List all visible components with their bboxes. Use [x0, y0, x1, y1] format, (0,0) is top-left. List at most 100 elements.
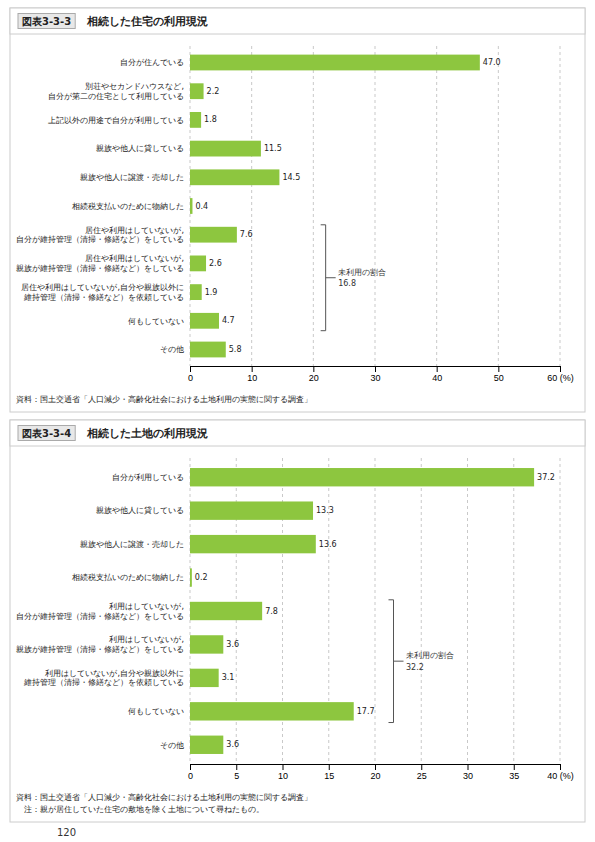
category-label: 別荘やセカンドハウスなど,自分が第二の住宅として利用している: [48, 82, 184, 101]
data-label: 47.0: [483, 58, 501, 67]
data-label: 2.6: [209, 259, 222, 268]
tick-label: 20: [309, 373, 319, 383]
tick-mark: [375, 764, 376, 770]
category-label: 親族や他人に貸している: [96, 506, 184, 515]
data-label: 1.9: [205, 288, 218, 297]
grid-line: [513, 458, 514, 764]
bracket-value: 32.2: [406, 663, 424, 672]
grid-line: [375, 458, 376, 764]
chart: 図表3-3-4相続した土地の利用現況37.213.313.60.27.83.63…: [10, 420, 585, 822]
tick-label: 35: [509, 771, 519, 781]
title-box: 図表3-3-4: [18, 426, 75, 441]
data-label: 13.3: [316, 506, 334, 515]
tick: 30: [370, 366, 380, 383]
category-label: 利用はしていないが,自分が維持管理（清掃・修繕など）をしている: [16, 602, 184, 621]
bar: [190, 256, 206, 272]
tick-label: 10: [278, 771, 288, 781]
tick: 40: [432, 366, 442, 383]
tick-mark: [560, 366, 561, 372]
tick-label: 60 (%): [547, 373, 574, 383]
bracket-value: 16.8: [338, 279, 356, 288]
tick-mark: [421, 764, 422, 770]
chart: 図表3-3-3相続した住宅の利用現況47.02.21.811.514.50.47…: [10, 8, 585, 412]
bar: [190, 169, 279, 185]
category-label: 自分が住んでいる: [120, 58, 184, 67]
tick: 40 (%): [547, 764, 574, 781]
data-label: 3.6: [226, 640, 239, 649]
tick-label: 15: [324, 771, 334, 781]
data-label: 14.5: [282, 173, 300, 182]
data-label: 7.6: [240, 230, 253, 239]
tick: 60 (%): [547, 366, 574, 383]
note: 資料：国土交通省「人口減少・高齢化社会における土地利用の実態に関する調査」: [16, 395, 312, 404]
grid-line: [251, 46, 252, 366]
category-label: 居住や利用はしていないが,自分や親族以外に維持管理（清掃・修繕など）を依頼してい…: [21, 283, 184, 302]
bar: [190, 535, 316, 553]
tick-label: 30: [463, 771, 473, 781]
tick-mark: [560, 764, 561, 770]
title-box: 図表3-3-3: [18, 14, 75, 29]
tick-label: 40 (%): [547, 771, 574, 781]
bar: [190, 702, 354, 720]
tick: 0: [188, 764, 193, 781]
bar: [190, 468, 534, 486]
bracket: 未利用の割合32.2: [389, 600, 455, 723]
tick-label: 25: [417, 771, 427, 781]
tick: 25: [417, 764, 427, 781]
page: 図表3-3-3相続した住宅の利用現況47.02.21.811.514.50.47…: [0, 0, 595, 842]
bracket-line: [321, 225, 336, 331]
tick-label: 0: [188, 771, 193, 781]
title-bar: [10, 420, 585, 446]
category-labels: 自分が住んでいる別荘やセカンドハウスなど,自分が第二の住宅として利用している上記…: [16, 58, 184, 354]
axis-domain: [191, 367, 561, 373]
tick-label: 10: [247, 373, 257, 383]
data-label: 3.6: [226, 740, 239, 749]
grid-line: [560, 458, 561, 764]
grid-line: [421, 458, 422, 764]
category-label: 利用はしていないが,自分や親族以外に維持管理（清掃・修繕など）を依頼している: [23, 669, 184, 688]
category-label: 居住や利用はしていないが,自分が維持管理（清掃・修繕など）をしている: [16, 226, 184, 245]
bars: [190, 468, 534, 754]
tick: 20: [309, 366, 319, 383]
grid-line: [436, 46, 437, 366]
category-label: 何もしていない: [128, 707, 184, 716]
panel-frame: [10, 8, 585, 412]
data-labels: 47.02.21.811.514.50.47.62.61.94.75.8: [195, 58, 500, 354]
category-label: 利用はしていないが,親族が維持管理（清掃・修繕など）をしている: [16, 635, 184, 654]
data-label: 4.7: [222, 316, 235, 325]
subtitle-box: [18, 426, 75, 441]
tick-label: 20: [370, 771, 380, 781]
tick-mark: [514, 764, 515, 770]
tick: 0: [188, 366, 193, 383]
category-label: その他: [160, 741, 184, 750]
bar: [190, 112, 201, 128]
axis-domain: [191, 765, 561, 771]
bar: [190, 227, 237, 243]
category-label: その他: [160, 345, 184, 354]
data-label: 5.8: [229, 345, 242, 354]
note: 資料：国土交通省「人口減少・高齢化社会における土地利用の実態に関する調査」: [16, 793, 312, 802]
category-label: 親族や他人に譲渡・売却した: [80, 540, 184, 549]
tick: 10: [278, 764, 288, 781]
data-label: 3.1: [222, 673, 235, 682]
data-labels: 37.213.313.60.27.83.63.117.73.6: [195, 473, 555, 750]
bracket-label: 未利用の割合: [338, 268, 386, 277]
grid: [190, 458, 560, 764]
bar: [190, 736, 223, 754]
bar: [190, 635, 223, 653]
tick: 20: [370, 764, 380, 781]
tick-label: 5: [234, 771, 239, 781]
bar: [190, 501, 313, 519]
bar: [190, 55, 480, 71]
grid-line: [560, 46, 561, 366]
title: 相続した住宅の利用現況: [86, 15, 208, 28]
tick-mark: [329, 764, 330, 770]
title: 相続した土地の利用現況: [86, 427, 208, 440]
panel-frame: [10, 420, 585, 822]
tick-mark: [190, 764, 191, 770]
category-label: 相続税支払いのために物納した: [72, 573, 184, 582]
tick-mark: [498, 366, 499, 372]
tick-label: 50: [494, 373, 504, 383]
data-label: 0.4: [195, 202, 208, 211]
tick-mark: [437, 366, 438, 372]
